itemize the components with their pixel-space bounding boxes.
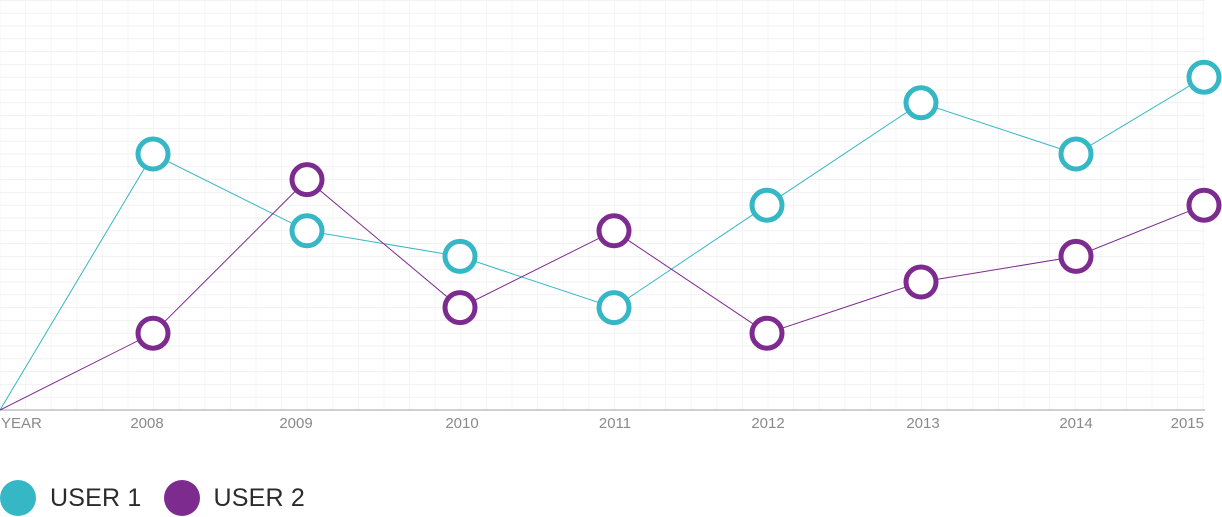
x-axis-label: YEAR [1,415,42,432]
legend: USER 1 USER 2 [0,479,327,517]
data-point-series-1-2014[interactable] [1058,136,1094,172]
data-point-series-2-2011[interactable] [596,213,632,249]
chart-grid [0,0,1205,411]
data-point-series-1-2012[interactable] [749,187,785,223]
data-point-series-1-2009[interactable] [289,213,325,249]
x-tick-label-2012: 2012 [751,415,784,432]
legend-item-user-2[interactable]: USER 2 [163,480,306,516]
data-point-series-1-2010[interactable] [442,238,478,274]
data-point-series-2-2010[interactable] [442,290,478,326]
legend-label-user-2: USER 2 [213,483,306,512]
x-tick-label-2010: 2010 [445,415,478,432]
x-tick-label-2015: 2015 [1171,415,1204,432]
legend-item-user-1[interactable]: USER 1 [0,480,142,516]
legend-label-user-1: USER 1 [50,483,142,512]
x-tick-label-2009: 2009 [279,415,312,432]
x-tick-label-2014: 2014 [1059,415,1092,432]
data-point-series-2-2014[interactable] [1058,238,1094,274]
data-point-series-1-2011[interactable] [596,290,632,326]
data-point-series-2-2012[interactable] [749,315,785,351]
data-point-series-2-2013[interactable] [903,264,939,300]
data-point-series-1-2008[interactable] [135,136,171,172]
legend-swatch-user-2 [163,480,200,516]
x-tick-label-2008: 2008 [130,415,163,432]
legend-swatch-user-1 [0,480,36,516]
data-point-series-2-2015[interactable] [1186,187,1222,223]
data-point-series-2-2008[interactable] [135,315,171,351]
series-points [135,59,1222,351]
data-point-series-2-2009[interactable] [289,162,325,198]
x-tick-labels: YEAR 2008 2009 2010 2011 2012 2013 2014 2015 [1,415,1204,432]
x-tick-label-2011: 2011 [599,415,631,432]
x-tick-label-2013: 2013 [906,415,939,432]
data-point-series-1-2013[interactable] [903,85,939,121]
data-point-series-1-2015[interactable] [1186,59,1222,95]
